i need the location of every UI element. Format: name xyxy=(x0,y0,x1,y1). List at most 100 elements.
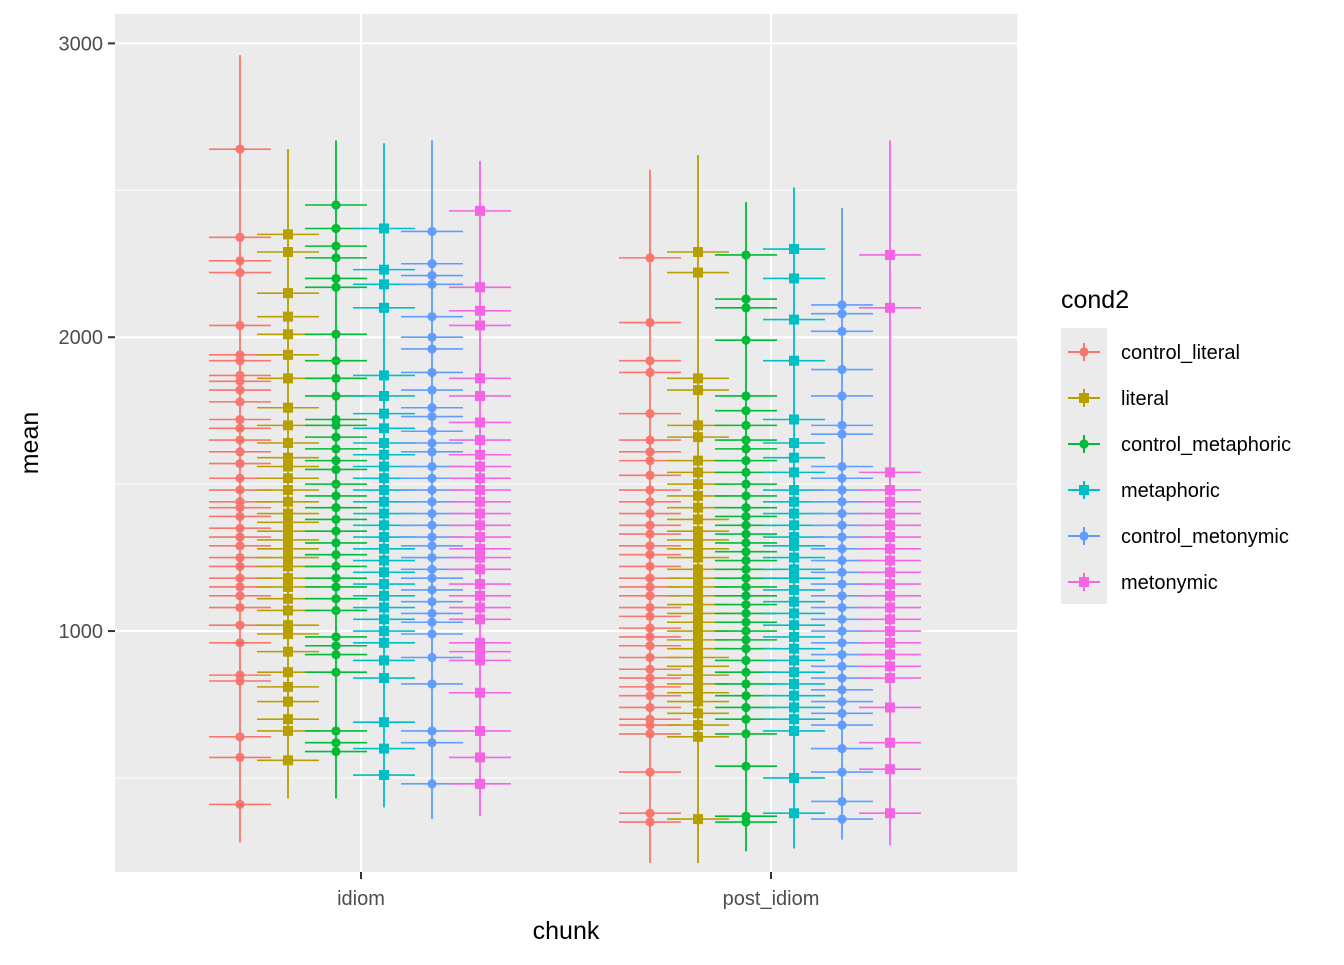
data-point xyxy=(645,632,655,642)
data-point xyxy=(885,737,895,748)
data-point xyxy=(741,667,751,677)
data-point xyxy=(741,635,751,645)
data-point xyxy=(693,267,703,278)
data-point xyxy=(789,485,799,496)
data-point xyxy=(331,667,341,677)
data-point xyxy=(475,282,485,293)
data-point xyxy=(789,438,799,448)
data-point xyxy=(235,435,245,445)
data-point xyxy=(235,582,245,592)
data-point xyxy=(283,508,293,519)
data-point xyxy=(427,279,437,289)
data-point xyxy=(837,391,847,401)
data-point xyxy=(645,582,655,592)
data-point xyxy=(789,631,799,642)
data-point xyxy=(235,591,245,601)
data-point xyxy=(475,778,485,789)
data-point xyxy=(427,608,437,619)
data-point xyxy=(331,526,341,536)
data-point xyxy=(379,770,389,781)
x-tick-label: idiom xyxy=(337,888,385,910)
data-point xyxy=(283,485,293,496)
data-point xyxy=(741,335,751,345)
data-point xyxy=(645,664,655,674)
data-point xyxy=(283,402,293,413)
data-point xyxy=(885,702,895,713)
data-point xyxy=(379,673,389,684)
data-point xyxy=(645,729,655,739)
data-point xyxy=(283,288,293,299)
data-point xyxy=(741,761,751,771)
data-point xyxy=(741,547,751,557)
data-point xyxy=(283,552,293,563)
data-point xyxy=(645,641,655,651)
legend-item-label: metonymic xyxy=(1121,572,1218,594)
legend-item-label: control_metaphoric xyxy=(1121,434,1291,456)
data-point xyxy=(741,714,751,724)
data-point xyxy=(235,620,245,630)
data-point xyxy=(885,590,895,601)
data-point xyxy=(475,543,485,554)
data-point xyxy=(331,573,341,583)
data-point xyxy=(427,564,437,574)
data-point xyxy=(741,456,751,466)
data-point xyxy=(475,552,485,563)
data-point xyxy=(331,456,341,466)
data-point xyxy=(283,461,293,472)
data-point xyxy=(427,532,437,542)
data-point xyxy=(645,367,655,378)
data-point xyxy=(427,438,437,448)
data-point xyxy=(331,491,341,501)
data-point xyxy=(379,743,389,754)
data-point xyxy=(885,532,895,543)
data-point xyxy=(427,520,437,530)
data-point xyxy=(885,508,895,519)
data-point xyxy=(379,485,389,496)
data-point xyxy=(645,623,655,633)
legend-item-label: control_metonymic xyxy=(1121,526,1289,548)
data-point xyxy=(837,638,847,648)
data-point xyxy=(331,746,341,757)
data-point xyxy=(741,467,751,477)
data-point xyxy=(427,473,437,483)
data-point xyxy=(379,602,389,613)
data-point xyxy=(693,608,703,619)
data-point xyxy=(331,738,341,748)
data-point xyxy=(283,725,293,736)
legend-item-literal: literal xyxy=(1068,388,1169,410)
data-point xyxy=(693,687,703,698)
data-point xyxy=(789,532,799,543)
data-point xyxy=(693,479,703,490)
legend-item-label: metaphoric xyxy=(1121,480,1220,502)
data-point xyxy=(693,385,703,396)
data-point xyxy=(235,602,245,613)
data-point xyxy=(427,485,437,495)
data-point xyxy=(379,473,389,484)
data-point xyxy=(885,567,895,578)
data-point xyxy=(235,232,245,242)
data-point xyxy=(885,602,895,613)
data-point xyxy=(331,200,341,210)
data-point xyxy=(741,608,751,619)
data-point xyxy=(837,649,847,660)
data-point xyxy=(693,708,703,719)
x-tick-label: post_idiom xyxy=(723,888,820,910)
y-axis: 1000 2000 3000 xyxy=(59,33,115,643)
data-point xyxy=(837,309,847,319)
data-point xyxy=(789,508,799,519)
data-point xyxy=(379,626,389,637)
data-point xyxy=(235,676,245,686)
data-point xyxy=(885,764,895,775)
data-point xyxy=(331,223,341,234)
data-point xyxy=(283,420,293,431)
data-point xyxy=(693,731,703,742)
data-point xyxy=(283,543,293,554)
data-point xyxy=(379,390,389,401)
data-point xyxy=(741,491,751,501)
data-point xyxy=(789,643,799,654)
legend-key-background xyxy=(1061,328,1107,604)
data-point xyxy=(693,678,703,689)
data-point xyxy=(789,667,799,678)
